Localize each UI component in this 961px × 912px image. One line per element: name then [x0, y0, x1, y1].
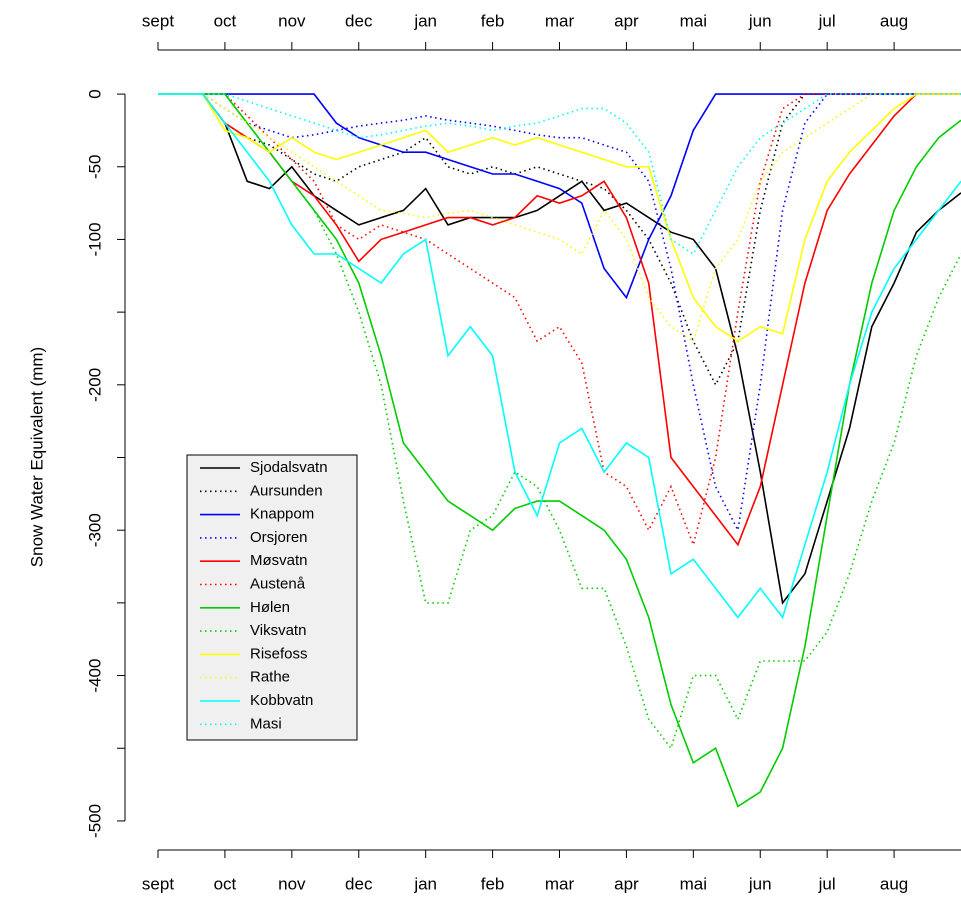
x-tick-label: aug — [880, 11, 908, 30]
legend-label: Knappom — [250, 506, 314, 523]
x-tick-label: jan — [413, 874, 437, 893]
legend: Sjodalsvatn Aursunden Knappom Orsjoren Møsva… — [186, 454, 358, 741]
x-tick-label: jul — [818, 11, 836, 30]
series-line — [158, 93, 961, 620]
x-tick-label: apr — [614, 874, 639, 893]
x-tick-label: jun — [748, 11, 772, 30]
legend-label: Viksvatn — [250, 622, 306, 639]
x-tick-label: mar — [545, 11, 575, 30]
legend-label: Masi — [250, 715, 282, 732]
x-tick-label: sept — [142, 874, 174, 893]
x-tick-label: jun — [748, 874, 772, 893]
legend-label: Møsvatn — [250, 552, 308, 569]
legend-label: Austenå — [250, 575, 306, 592]
x-tick-label: dec — [345, 874, 373, 893]
y-tick-label: -300 — [85, 513, 104, 547]
y-tick-label: -50 — [85, 154, 104, 179]
x-tick-label: nov — [278, 874, 306, 893]
series-line — [158, 93, 961, 605]
y-tick-label: -400 — [85, 659, 104, 693]
y-axis-label: Snow Water Equivalent (mm) — [27, 347, 46, 567]
y-tick-label: -200 — [85, 368, 104, 402]
x-tick-label: jan — [413, 11, 437, 30]
x-tick-label: aug — [880, 874, 908, 893]
legend-box — [186, 454, 358, 741]
x-tick-label: feb — [481, 874, 505, 893]
y-tick-label: -500 — [85, 804, 104, 838]
x-tick-label: dec — [345, 11, 373, 30]
legend-label: Aursunden — [250, 482, 323, 499]
legend-label: Kobbvatn — [250, 692, 313, 709]
x-tick-label: mai — [680, 11, 707, 30]
series-line — [158, 93, 961, 256]
x-tick-label: feb — [481, 11, 505, 30]
x-tick-label: mar — [545, 874, 575, 893]
series-line — [158, 93, 961, 533]
x-tick-label: oct — [214, 874, 237, 893]
legend-label: Hølen — [250, 599, 290, 616]
legend-label: Rathe — [250, 669, 290, 686]
x-tick-label: mai — [680, 874, 707, 893]
y-tick-label: 0 — [85, 89, 104, 98]
legend-label: Orsjoren — [250, 529, 308, 546]
x-tick-label: nov — [278, 11, 306, 30]
x-tick-label: apr — [614, 11, 639, 30]
y-tick-label: -100 — [85, 222, 104, 256]
series-line — [158, 93, 961, 808]
x-tick-label: jul — [818, 874, 836, 893]
legend-label: Sjodalsvatn — [250, 459, 328, 476]
x-tick-label: sept — [142, 11, 174, 30]
series-line — [158, 93, 961, 300]
x-tick-label: oct — [214, 11, 237, 30]
series-line — [158, 93, 961, 548]
legend-label: Risefoss — [250, 645, 308, 662]
series-line — [158, 93, 961, 343]
series-line — [158, 93, 961, 343]
